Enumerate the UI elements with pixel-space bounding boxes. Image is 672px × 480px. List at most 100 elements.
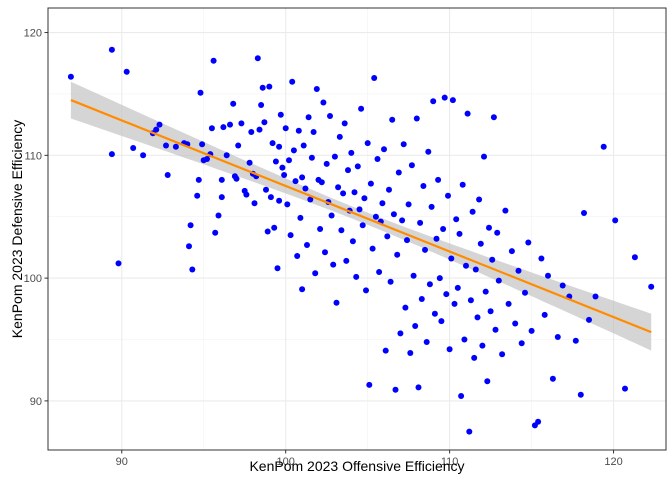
data-point bbox=[494, 229, 501, 236]
data-point bbox=[404, 237, 410, 244]
data-point bbox=[348, 149, 355, 156]
data-point bbox=[471, 354, 478, 361]
data-point bbox=[412, 323, 419, 329]
data-point bbox=[187, 222, 194, 229]
data-point bbox=[364, 140, 371, 147]
data-point bbox=[467, 297, 474, 304]
x-tick-label: 120 bbox=[604, 456, 622, 468]
x-tick-label: 100 bbox=[277, 456, 295, 468]
data-point bbox=[208, 125, 215, 132]
data-point bbox=[305, 114, 312, 121]
data-point bbox=[218, 194, 225, 201]
data-point bbox=[456, 230, 463, 237]
data-point bbox=[235, 142, 242, 149]
data-point bbox=[274, 265, 281, 272]
data-point bbox=[410, 272, 417, 279]
points-layer bbox=[67, 46, 655, 435]
data-point bbox=[259, 84, 266, 91]
data-point bbox=[508, 248, 515, 255]
data-point bbox=[408, 162, 415, 169]
data-point bbox=[330, 261, 337, 268]
data-point bbox=[420, 183, 427, 189]
data-point bbox=[294, 253, 301, 259]
data-point bbox=[464, 110, 471, 117]
data-point bbox=[518, 340, 525, 347]
data-point bbox=[592, 293, 599, 300]
data-point bbox=[343, 257, 350, 264]
data-point bbox=[277, 111, 284, 118]
data-point bbox=[371, 75, 378, 81]
data-point bbox=[394, 251, 401, 258]
data-point bbox=[436, 275, 443, 282]
axis-ticks: 90 100 110 120 90 100 110 120 bbox=[24, 28, 623, 468]
data-point bbox=[246, 159, 253, 166]
data-point bbox=[308, 154, 315, 161]
data-point bbox=[541, 311, 548, 318]
data-point bbox=[559, 282, 566, 289]
data-point bbox=[431, 310, 438, 317]
data-point bbox=[304, 242, 310, 248]
data-point bbox=[153, 126, 160, 133]
data-point bbox=[290, 147, 297, 154]
data-point bbox=[287, 232, 294, 239]
data-point bbox=[384, 233, 391, 240]
data-point bbox=[351, 189, 358, 196]
data-point bbox=[186, 243, 192, 250]
data-point bbox=[600, 143, 607, 150]
data-point bbox=[115, 260, 122, 267]
data-point bbox=[341, 120, 348, 127]
data-point bbox=[392, 386, 399, 393]
data-point bbox=[463, 262, 469, 269]
data-point bbox=[220, 124, 227, 131]
data-point bbox=[399, 217, 406, 224]
data-point bbox=[487, 308, 494, 315]
data-point bbox=[454, 284, 461, 291]
data-point bbox=[349, 238, 356, 245]
data-point bbox=[386, 186, 392, 193]
data-point bbox=[251, 200, 258, 207]
data-point bbox=[108, 151, 115, 158]
data-point bbox=[318, 179, 325, 186]
data-point bbox=[572, 337, 579, 344]
data-point bbox=[210, 57, 217, 64]
x-axis-title: KenPom 2023 Offensive Efficiency bbox=[249, 458, 464, 474]
data-point bbox=[248, 129, 255, 135]
data-point bbox=[338, 227, 345, 234]
data-point bbox=[261, 119, 268, 126]
data-point bbox=[577, 391, 584, 398]
data-point bbox=[300, 142, 307, 149]
data-point bbox=[272, 158, 279, 165]
data-point bbox=[545, 272, 551, 279]
major-gridlines bbox=[48, 8, 666, 450]
data-point bbox=[484, 378, 491, 385]
data-point bbox=[363, 287, 369, 294]
data-point bbox=[400, 141, 407, 148]
data-point bbox=[374, 156, 381, 162]
data-point bbox=[194, 192, 201, 199]
data-point bbox=[67, 73, 74, 80]
data-point bbox=[212, 229, 219, 236]
data-point bbox=[317, 226, 324, 232]
data-point bbox=[490, 114, 497, 121]
regression-line bbox=[70, 99, 652, 334]
data-point bbox=[263, 186, 269, 193]
data-point bbox=[197, 89, 204, 96]
data-point bbox=[199, 141, 206, 148]
data-point bbox=[269, 140, 276, 147]
minor-gridlines bbox=[48, 8, 666, 450]
data-point bbox=[345, 167, 351, 174]
data-point bbox=[440, 226, 447, 232]
data-point bbox=[310, 129, 317, 135]
data-point bbox=[433, 235, 440, 242]
data-point bbox=[204, 156, 210, 162]
data-point bbox=[156, 121, 163, 128]
data-point bbox=[397, 330, 404, 337]
data-point bbox=[466, 428, 473, 435]
data-point bbox=[215, 212, 222, 219]
data-point bbox=[254, 55, 261, 62]
data-point bbox=[479, 342, 486, 349]
data-point bbox=[323, 160, 330, 167]
x-tick-label: 90 bbox=[116, 456, 128, 468]
data-point bbox=[449, 97, 456, 104]
data-point bbox=[505, 300, 512, 307]
